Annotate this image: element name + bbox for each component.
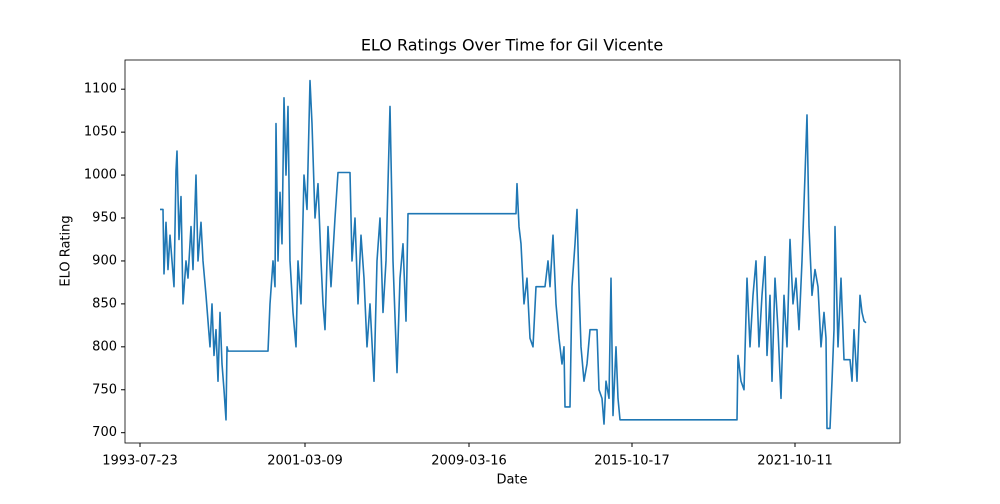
- chart-title: ELO Ratings Over Time for Gil Vicente: [361, 36, 663, 55]
- y-tick-label: 750: [92, 382, 117, 397]
- y-tick-label: 1050: [84, 125, 117, 140]
- data-line: [160, 79, 867, 430]
- x-tick-label: 2001-03-09: [267, 454, 343, 469]
- y-tick-label: 900: [92, 253, 117, 268]
- y-tick-label: 1100: [84, 82, 117, 97]
- y-tick-label: 700: [92, 425, 117, 440]
- y-tick-label: 950: [92, 211, 117, 226]
- plot-frame: [124, 59, 901, 444]
- x-axis-label: Date: [496, 473, 527, 488]
- y-tick-label: 1000: [84, 168, 117, 183]
- x-tick-label: 1993-07-23: [102, 454, 178, 469]
- x-tick-label: 2015-10-17: [594, 454, 670, 469]
- y-axis-label: ELO Rating: [59, 215, 74, 286]
- x-tick-label: 2021-10-11: [757, 454, 833, 469]
- y-tick-label: 800: [92, 339, 117, 354]
- x-tick-label: 2009-03-16: [431, 454, 507, 469]
- y-tick-label: 850: [92, 296, 117, 311]
